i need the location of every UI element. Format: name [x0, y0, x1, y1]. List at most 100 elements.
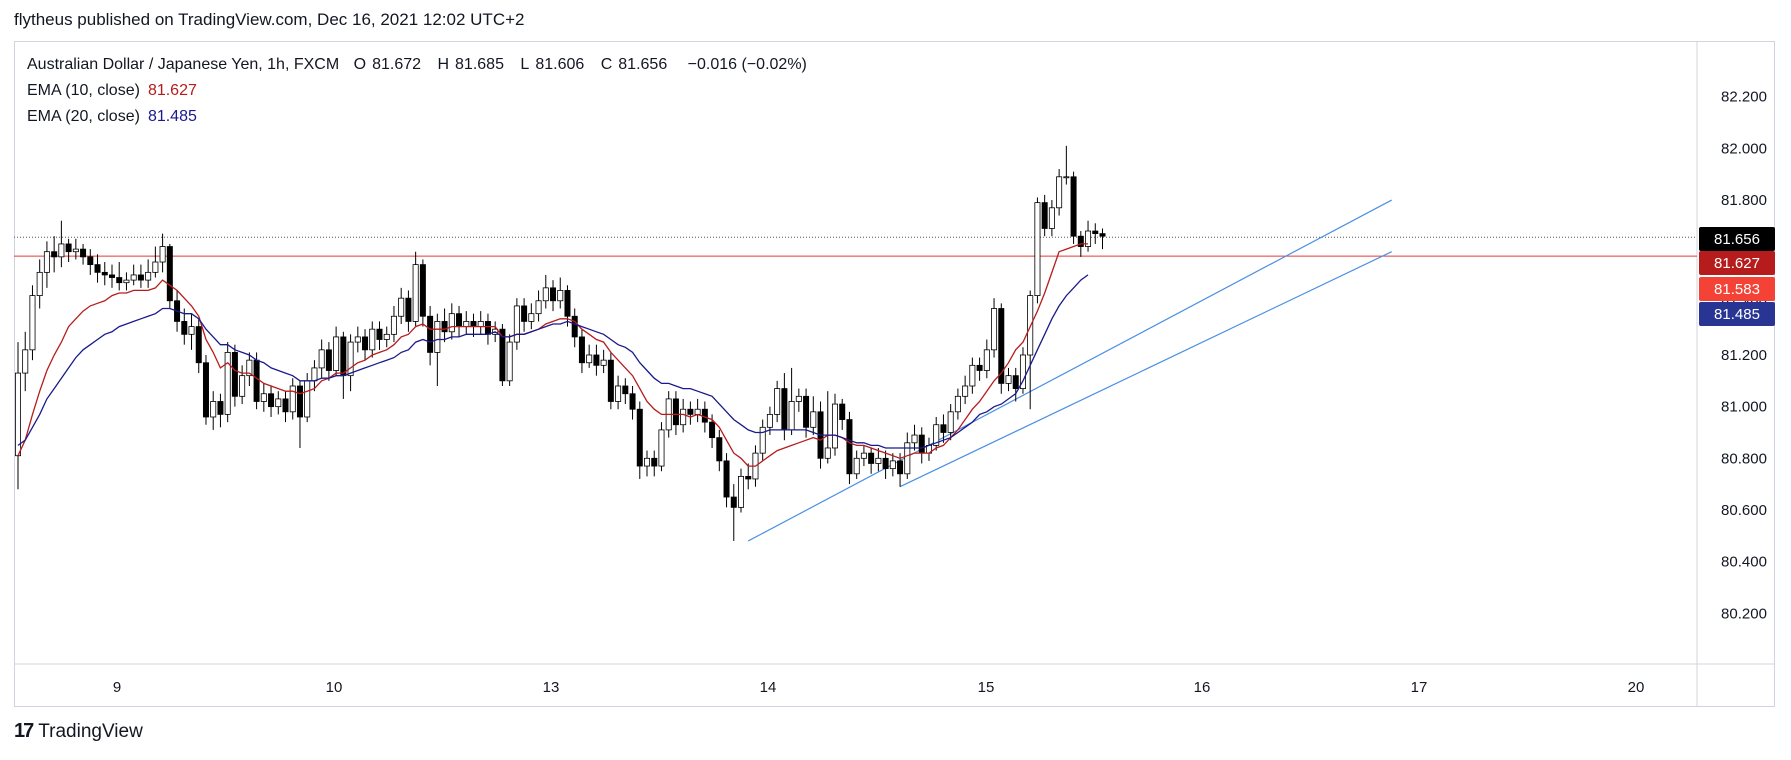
candle [521, 298, 528, 332]
price-badge-last: 81.656 [1699, 227, 1775, 251]
candle [550, 280, 557, 312]
candle [962, 375, 969, 405]
candle [535, 290, 542, 322]
candle [268, 385, 275, 417]
candle [58, 220, 65, 268]
candle [1048, 200, 1055, 237]
candle [463, 311, 470, 335]
candle [716, 429, 723, 472]
candle [774, 380, 781, 423]
tradingview-branding[interactable]: 17 TradingView [14, 720, 143, 743]
candle [188, 313, 195, 350]
time-tick-label: 17 [1411, 679, 1428, 696]
price-axis[interactable]: 82.20082.00081.80081.60081.40081.20081.0… [1721, 89, 1767, 623]
candle [159, 233, 166, 273]
candle [202, 355, 209, 425]
candle [1063, 145, 1070, 185]
time-tick-label: 9 [113, 679, 121, 696]
candle [166, 243, 173, 309]
candle [94, 254, 101, 283]
candle [831, 393, 838, 456]
ema10-value: 81.627 [147, 82, 197, 99]
candle [868, 447, 875, 474]
brand-name: TradingView [38, 720, 143, 742]
ema20-line [17, 274, 1089, 449]
candle [998, 303, 1005, 394]
candle [210, 391, 217, 430]
candle [860, 445, 867, 467]
candle [622, 378, 629, 405]
candle [687, 401, 694, 425]
candle [528, 303, 535, 330]
candle [694, 398, 701, 423]
candle [1019, 347, 1026, 394]
candle [195, 318, 202, 374]
candle [578, 329, 585, 374]
candle [72, 238, 79, 260]
candle [87, 249, 94, 275]
candle [571, 308, 578, 348]
close-value: 81.656 [618, 56, 668, 73]
time-tick-label: 10 [326, 679, 343, 696]
ema10-label: EMA (10, close) [27, 82, 140, 99]
low-value: 81.606 [535, 56, 585, 73]
candle [875, 447, 882, 472]
candle [651, 450, 658, 477]
candle [231, 344, 238, 407]
candle [390, 305, 397, 343]
candle [759, 419, 766, 461]
candle [925, 437, 932, 461]
candle [513, 298, 520, 350]
candle [607, 352, 614, 410]
ema20-label: EMA (20, close) [27, 108, 140, 125]
price-tick-label: 80.600 [1721, 502, 1767, 519]
candle [441, 308, 448, 343]
candle [1099, 228, 1106, 250]
price-badge-label: 81.656 [1714, 231, 1760, 248]
price-badge-level: 81.583 [1699, 277, 1775, 301]
time-tick-label: 14 [760, 679, 777, 696]
candle [224, 342, 231, 423]
candle [680, 398, 687, 433]
candle [80, 243, 87, 265]
chart-legend: Australian Dollar / Japanese Yen, 1h, FX… [27, 52, 813, 130]
close-label: C [600, 56, 613, 73]
price-badge-ema20: 81.485 [1699, 302, 1775, 326]
candle [427, 305, 434, 366]
candle [954, 388, 961, 420]
candle [181, 308, 188, 345]
high-value: 81.685 [455, 56, 504, 73]
candle [152, 246, 159, 278]
candle [362, 329, 369, 361]
candle [882, 450, 889, 479]
open-label: O [353, 56, 367, 73]
candle [499, 324, 506, 386]
candle [101, 262, 108, 286]
publisher-caption: flytheus published on TradingView.com, D… [14, 10, 525, 29]
candle [506, 334, 513, 386]
price-tick-label: 80.400 [1721, 554, 1767, 571]
price-tick-label: 81.200 [1721, 347, 1767, 364]
candle [1070, 171, 1077, 244]
candle [795, 388, 802, 412]
candle [137, 264, 144, 288]
time-axis[interactable]: 9 10 13 14 15 16 17 20 [113, 679, 1645, 696]
candle [564, 285, 571, 327]
ema20-value: 81.485 [147, 108, 197, 125]
time-tick-label: 16 [1194, 679, 1211, 696]
legend-instrument-row: Australian Dollar / Japanese Yen, 1h, FX… [27, 52, 813, 78]
candle [983, 339, 990, 379]
candle [846, 411, 853, 485]
candle [1056, 169, 1063, 216]
candle [448, 303, 455, 340]
ohlc-values: O 81.672 H 81.685 L 81.606 C 81.656 −0.016 (… [354, 56, 813, 73]
ema10-line [17, 243, 1088, 467]
legend-ema10-row[interactable]: EMA (10, close) 81.627 [27, 78, 813, 104]
high-label: H [437, 56, 450, 73]
candle [644, 450, 651, 477]
candle [991, 298, 998, 358]
candlestick-chart[interactable]: 82.20082.00081.80081.60081.40081.20081.0… [0, 0, 1791, 720]
candle [600, 349, 607, 374]
legend-ema20-row[interactable]: EMA (20, close) 81.485 [27, 104, 813, 130]
candle [477, 311, 484, 335]
